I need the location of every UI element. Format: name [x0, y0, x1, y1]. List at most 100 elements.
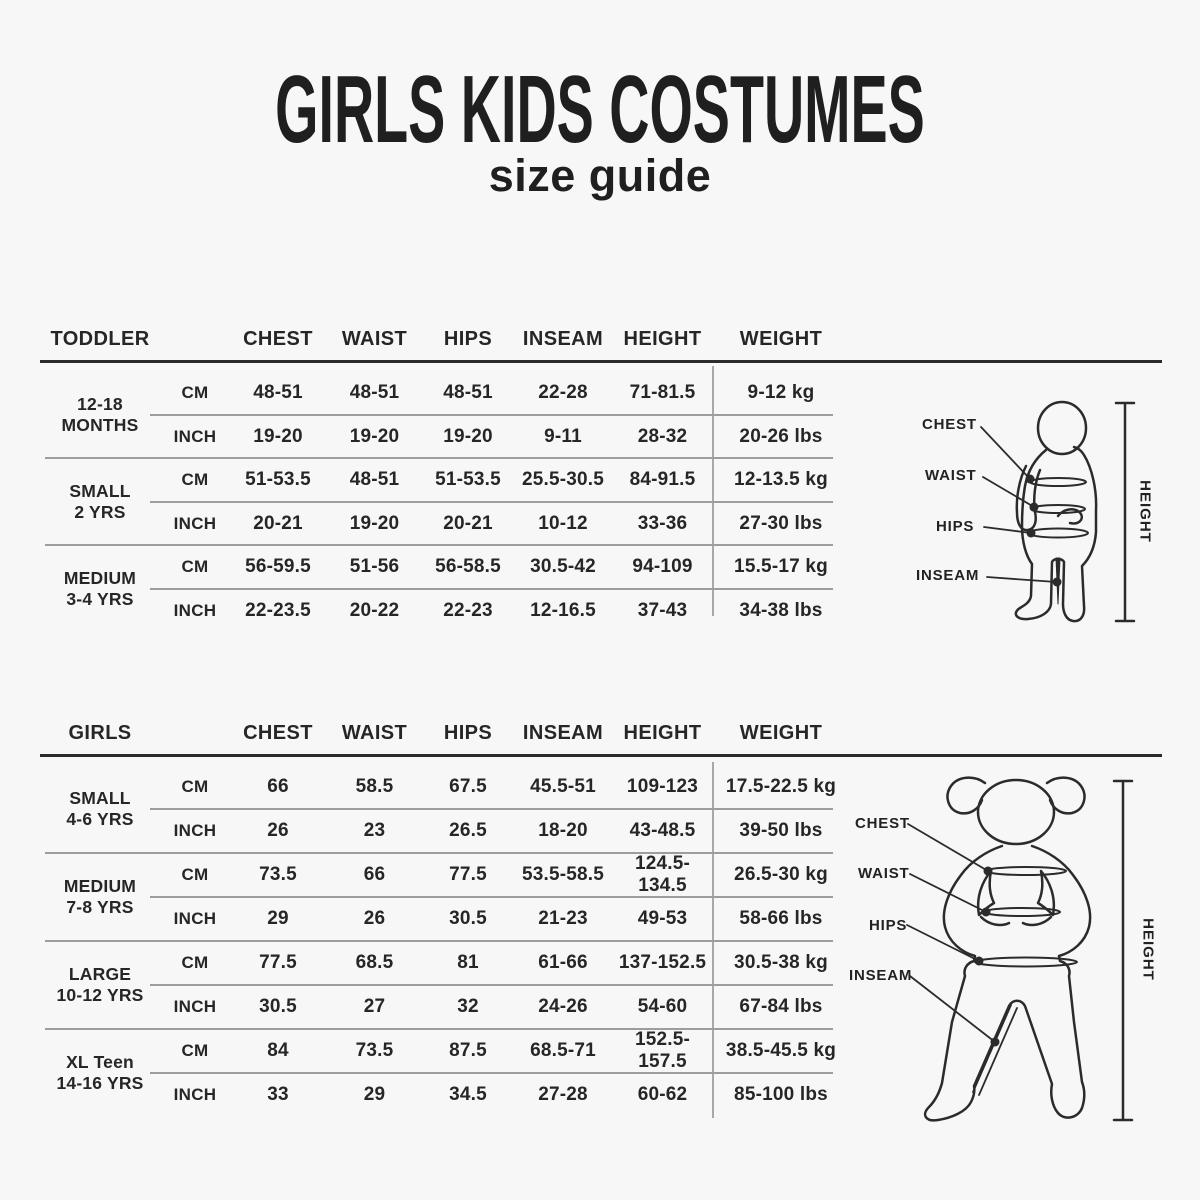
cell-waist-cm: 68.5: [355, 951, 394, 973]
toddler-chest-line: [1029, 477, 1087, 487]
girl-figure: [906, 776, 1134, 1122]
unit-label-cm: CM: [181, 469, 209, 489]
cell-weight-lbs: 58-66 lbs: [739, 907, 823, 929]
inch-row: INCH 29 26 30.5 21-23 49-53 58-66 lbs: [160, 897, 850, 940]
column-header-waist: WAIST: [341, 327, 408, 350]
column-header-chest: CHEST: [243, 327, 313, 350]
column-header-toddler: TODDLER: [50, 327, 150, 350]
girl-height-label: HEIGHT: [1139, 918, 1157, 981]
cell-height-inch: 43-48.5: [629, 819, 696, 841]
column-header-inseam: INSEAM: [522, 721, 604, 744]
toddler-inseam-label: INSEAM: [916, 567, 980, 584]
row-divider: [150, 588, 833, 590]
cell-waist-inch: 29: [363, 1083, 386, 1105]
cell-hips-cm: 56-58.5: [435, 555, 501, 577]
size-line1: SMALL: [69, 480, 131, 501]
cell-waist-cm: 51-56: [349, 555, 400, 577]
column-header-height: HEIGHT: [623, 327, 702, 350]
girls-table-body: SMALL 4-6 YRS CM 66 58.5 67.5 45.5-51 10…: [40, 754, 850, 1117]
cell-chest-inch: 29: [267, 907, 289, 929]
inch-row: INCH 26 23 26.5 18-20 43-48.5 39-50 lbs: [160, 809, 850, 852]
cell-waist-inch: 19-20: [349, 512, 400, 534]
toddler-hand: [1056, 508, 1083, 525]
group-divider: [45, 544, 833, 546]
size-line2: 4-6 YRS: [66, 809, 134, 829]
cell-hips-cm: 87.5: [449, 1039, 487, 1061]
row-divider: [150, 984, 833, 986]
cell-height-cm: 84-91.5: [629, 468, 696, 490]
cell-waist-inch: 19-20: [349, 425, 400, 447]
size-group-medium-3-4yrs: MEDIUM 3-4 YRS CM 56-59.5 51-56 56-58.5 …: [40, 545, 850, 632]
cell-weight-kg: 30.5-38 kg: [734, 951, 828, 973]
header-rule: [40, 360, 1162, 363]
toddler-figure: [980, 400, 1136, 623]
cell-hips-cm: 81: [457, 951, 479, 973]
cell-height-inch: 54-60: [637, 995, 688, 1017]
hips-marker-dot: [974, 956, 984, 966]
girl-waist-label: WAIST: [858, 865, 910, 882]
inseam-marker-dot: [990, 1037, 1000, 1047]
cell-weight-lbs: 27-30 lbs: [739, 512, 823, 534]
hips-marker-dot: [1026, 528, 1036, 538]
cell-chest-cm: 77.5: [259, 951, 297, 973]
girl-chest-line: [985, 866, 1067, 876]
girl-hand-right: [1021, 915, 1053, 927]
cell-inseam-inch: 21-23: [538, 907, 588, 929]
cell-hips-cm: 77.5: [449, 863, 487, 885]
cell-inseam-inch: 18-20: [538, 819, 588, 841]
girl-arm-gap-left: [976, 869, 996, 917]
cm-row: CM 73.5 66 77.5 53.5-58.5 124.5-134.5 26…: [160, 853, 850, 896]
girl-arm-gap-right: [1036, 869, 1056, 917]
size-label: SMALL 4-6 YRS: [40, 765, 160, 853]
column-header-waist: WAIST: [341, 721, 408, 744]
cell-height-cm: 124.5-134.5: [634, 852, 691, 896]
header-rule: [40, 754, 1162, 757]
girl-hips-label: HIPS: [869, 917, 908, 934]
cell-chest-inch: 30.5: [259, 995, 297, 1017]
waist-marker-dot: [1029, 502, 1039, 512]
cell-hips-cm: 67.5: [449, 775, 487, 797]
cell-hips-inch: 19-20: [443, 425, 493, 447]
row-divider: [150, 1072, 833, 1074]
cell-weight-lbs: 85-100 lbs: [734, 1083, 828, 1105]
unit-label-inch: INCH: [173, 513, 217, 533]
waist-marker-dot: [981, 907, 991, 917]
cell-waist-inch: 20-22: [349, 599, 400, 621]
unit-label-inch: INCH: [173, 600, 217, 620]
leader-line-waist: [982, 476, 1035, 508]
column-header-inseam: INSEAM: [522, 327, 604, 350]
cell-chest-cm: 51-53.5: [245, 468, 311, 490]
cell-height-cm: 137-152.5: [618, 951, 707, 973]
height-bracket: [1112, 779, 1134, 1122]
size-label: XL Teen 14-16 YRS: [40, 1029, 160, 1117]
unit-label-cm: CM: [181, 952, 209, 972]
cell-weight-kg: 12-13.5 kg: [734, 468, 828, 490]
unit-label-cm: CM: [181, 864, 209, 884]
group-divider: [45, 1028, 833, 1030]
size-line2: MONTHS: [61, 414, 139, 435]
page-title: GIRLS KIDS COSTUMES: [275, 56, 925, 163]
cell-height-cm: 109-123: [626, 775, 699, 797]
group-divider: [45, 940, 833, 942]
girl-hips-line: [974, 956, 1078, 968]
girl-pigtail-right: [1045, 776, 1086, 815]
unit-label-cm: CM: [181, 382, 209, 402]
cm-row: CM 48-51 48-51 48-51 22-28 71-81.5 9-12 …: [160, 371, 850, 414]
inch-row: INCH 33 29 34.5 27-28 60-62 85-100 lbs: [160, 1073, 850, 1116]
girl-pigtail-left: [946, 776, 987, 815]
column-header-weight: WEIGHT: [739, 327, 823, 350]
size-line2: 2 YRS: [74, 501, 126, 522]
row-divider: [150, 501, 833, 503]
toddler-header-row: TODDLER CHEST WAIST HIPS INSEAM HEIGHT W…: [40, 318, 850, 360]
cell-hips-inch: 26.5: [449, 819, 487, 841]
inch-row: INCH 22-23.5 20-22 22-23 12-16.5 37-43 3…: [160, 589, 850, 632]
toddler-waist-line: [1030, 504, 1086, 514]
cell-chest-inch: 22-23.5: [245, 599, 311, 621]
cell-weight-kg: 15.5-17 kg: [734, 555, 828, 577]
girls-size-table: GIRLS CHEST WAIST HIPS INSEAM HEIGHT WEI…: [40, 712, 1162, 1124]
toddler-size-table: TODDLER CHEST WAIST HIPS INSEAM HEIGHT W…: [40, 318, 1162, 632]
cell-height-inch: 33-36: [637, 512, 688, 534]
unit-label-inch: INCH: [173, 996, 217, 1016]
toddler-waist-label: WAIST: [925, 467, 977, 484]
size-line1: SMALL: [69, 788, 131, 808]
